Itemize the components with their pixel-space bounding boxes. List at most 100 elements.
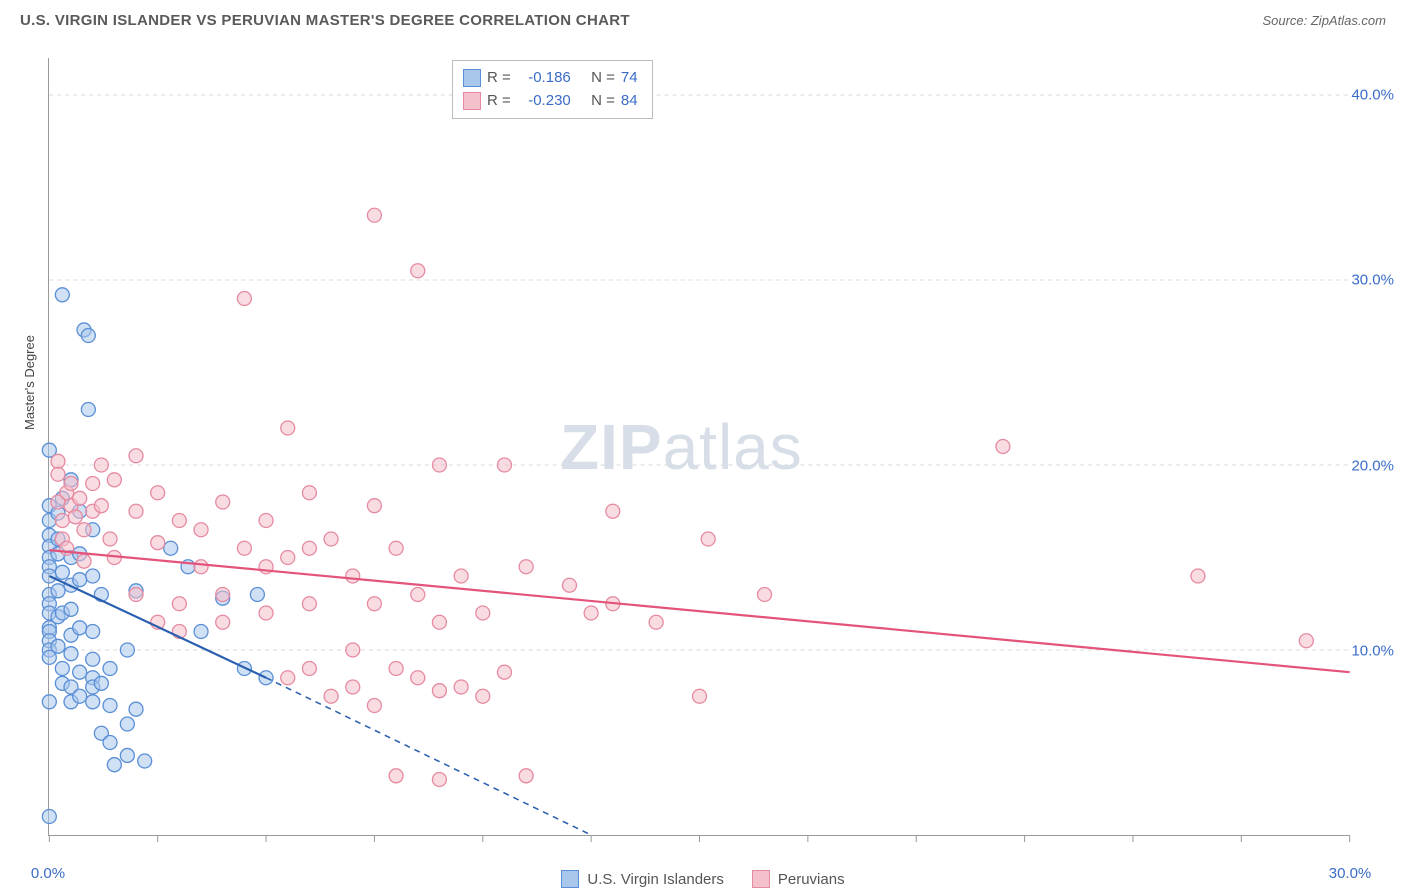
scatter-point-series-1: [73, 665, 87, 679]
scatter-point-series-2: [389, 769, 403, 783]
scatter-point-series-2: [94, 499, 108, 513]
stats-row-1: R = -0.186 N = 74: [463, 67, 638, 90]
plot-area: [48, 58, 1350, 836]
scatter-point-series-2: [346, 680, 360, 694]
scatter-point-series-1: [64, 647, 78, 661]
scatter-point-series-2: [346, 643, 360, 657]
legend-item-2: Peruvians: [752, 870, 845, 888]
stats-legend-box: R = -0.186 N = 74 R = -0.230 N = 84: [452, 60, 653, 119]
stat-n-value-1: 74: [621, 67, 638, 90]
scatter-point-series-2: [519, 560, 533, 574]
scatter-point-series-2: [497, 665, 511, 679]
source-name: ZipAtlas.com: [1311, 13, 1386, 28]
scatter-point-series-1: [73, 689, 87, 703]
scatter-svg: [49, 58, 1350, 835]
scatter-point-series-2: [259, 514, 273, 528]
scatter-point-series-1: [86, 652, 100, 666]
scatter-point-series-2: [411, 671, 425, 685]
scatter-point-series-2: [432, 458, 446, 472]
scatter-point-series-2: [194, 560, 208, 574]
scatter-point-series-2: [367, 499, 381, 513]
legend-label-2: Peruvians: [778, 871, 845, 888]
scatter-point-series-2: [151, 486, 165, 500]
y-axis-label: Master's Degree: [22, 335, 37, 430]
x-tick-label: 0.0%: [31, 865, 65, 882]
scatter-point-series-2: [476, 606, 490, 620]
y-tick-label: 10.0%: [1351, 642, 1394, 659]
scatter-point-series-2: [51, 454, 65, 468]
scatter-point-series-1: [64, 602, 78, 616]
scatter-point-series-2: [237, 541, 251, 555]
scatter-point-series-2: [324, 532, 338, 546]
scatter-point-series-2: [562, 578, 576, 592]
scatter-point-series-2: [259, 606, 273, 620]
scatter-point-series-2: [454, 569, 468, 583]
scatter-point-series-2: [77, 554, 91, 568]
scatter-point-series-1: [103, 699, 117, 713]
stat-r-value-2: -0.230: [517, 90, 571, 113]
scatter-point-series-2: [519, 769, 533, 783]
trendline-series-2: [49, 550, 1349, 672]
scatter-point-series-2: [476, 689, 490, 703]
scatter-point-series-1: [73, 621, 87, 635]
scatter-point-series-1: [94, 676, 108, 690]
scatter-point-series-2: [281, 551, 295, 565]
scatter-point-series-2: [996, 440, 1010, 454]
scatter-point-series-1: [73, 573, 87, 587]
scatter-point-series-1: [120, 643, 134, 657]
scatter-point-series-1: [55, 565, 69, 579]
scatter-point-series-1: [51, 639, 65, 653]
scatter-point-series-1: [51, 584, 65, 598]
y-tick-label: 30.0%: [1351, 272, 1394, 289]
scatter-point-series-1: [120, 748, 134, 762]
scatter-point-series-2: [1191, 569, 1205, 583]
scatter-point-series-1: [194, 625, 208, 639]
scatter-point-series-2: [411, 264, 425, 278]
scatter-point-series-1: [164, 541, 178, 555]
scatter-point-series-1: [86, 625, 100, 639]
scatter-point-series-2: [237, 292, 251, 306]
swatch-series-1: [463, 69, 481, 87]
scatter-point-series-2: [758, 588, 772, 602]
scatter-point-series-2: [389, 541, 403, 555]
scatter-point-series-2: [584, 606, 598, 620]
scatter-point-series-2: [346, 569, 360, 583]
scatter-point-series-2: [194, 523, 208, 537]
legend-item-1: U.S. Virgin Islanders: [561, 870, 723, 888]
scatter-point-series-2: [389, 662, 403, 676]
legend-bottom: U.S. Virgin Islanders Peruvians: [0, 870, 1406, 888]
legend-swatch-2: [752, 870, 770, 888]
source-attribution: Source: ZipAtlas.com: [1262, 13, 1386, 28]
scatter-point-series-2: [216, 495, 230, 509]
chart-header: U.S. VIRGIN ISLANDER VS PERUVIAN MASTER'…: [0, 0, 1406, 37]
stat-n-label: N =: [591, 90, 615, 113]
scatter-point-series-2: [693, 689, 707, 703]
stats-row-2: R = -0.230 N = 84: [463, 90, 638, 113]
scatter-point-series-1: [120, 717, 134, 731]
stat-n-value-2: 84: [621, 90, 638, 113]
scatter-point-series-2: [129, 504, 143, 518]
x-tick-label: 30.0%: [1329, 865, 1372, 882]
scatter-point-series-2: [649, 615, 663, 629]
scatter-point-series-1: [81, 403, 95, 417]
scatter-point-series-2: [172, 514, 186, 528]
scatter-point-series-2: [51, 467, 65, 481]
scatter-point-series-2: [302, 486, 316, 500]
scatter-point-series-2: [367, 699, 381, 713]
stat-r-label: R =: [487, 67, 511, 90]
scatter-point-series-2: [1299, 634, 1313, 648]
scatter-point-series-2: [86, 477, 100, 491]
scatter-point-series-2: [324, 689, 338, 703]
trendline-dashed-series-1: [266, 678, 591, 835]
scatter-point-series-2: [432, 773, 446, 787]
legend-label-1: U.S. Virgin Islanders: [587, 871, 723, 888]
stat-r-value-1: -0.186: [517, 67, 571, 90]
scatter-point-series-1: [55, 288, 69, 302]
scatter-point-series-1: [107, 758, 121, 772]
scatter-point-series-1: [55, 662, 69, 676]
scatter-point-series-2: [432, 684, 446, 698]
scatter-point-series-2: [103, 532, 117, 546]
scatter-point-series-2: [411, 588, 425, 602]
scatter-point-series-2: [302, 541, 316, 555]
scatter-point-series-2: [432, 615, 446, 629]
